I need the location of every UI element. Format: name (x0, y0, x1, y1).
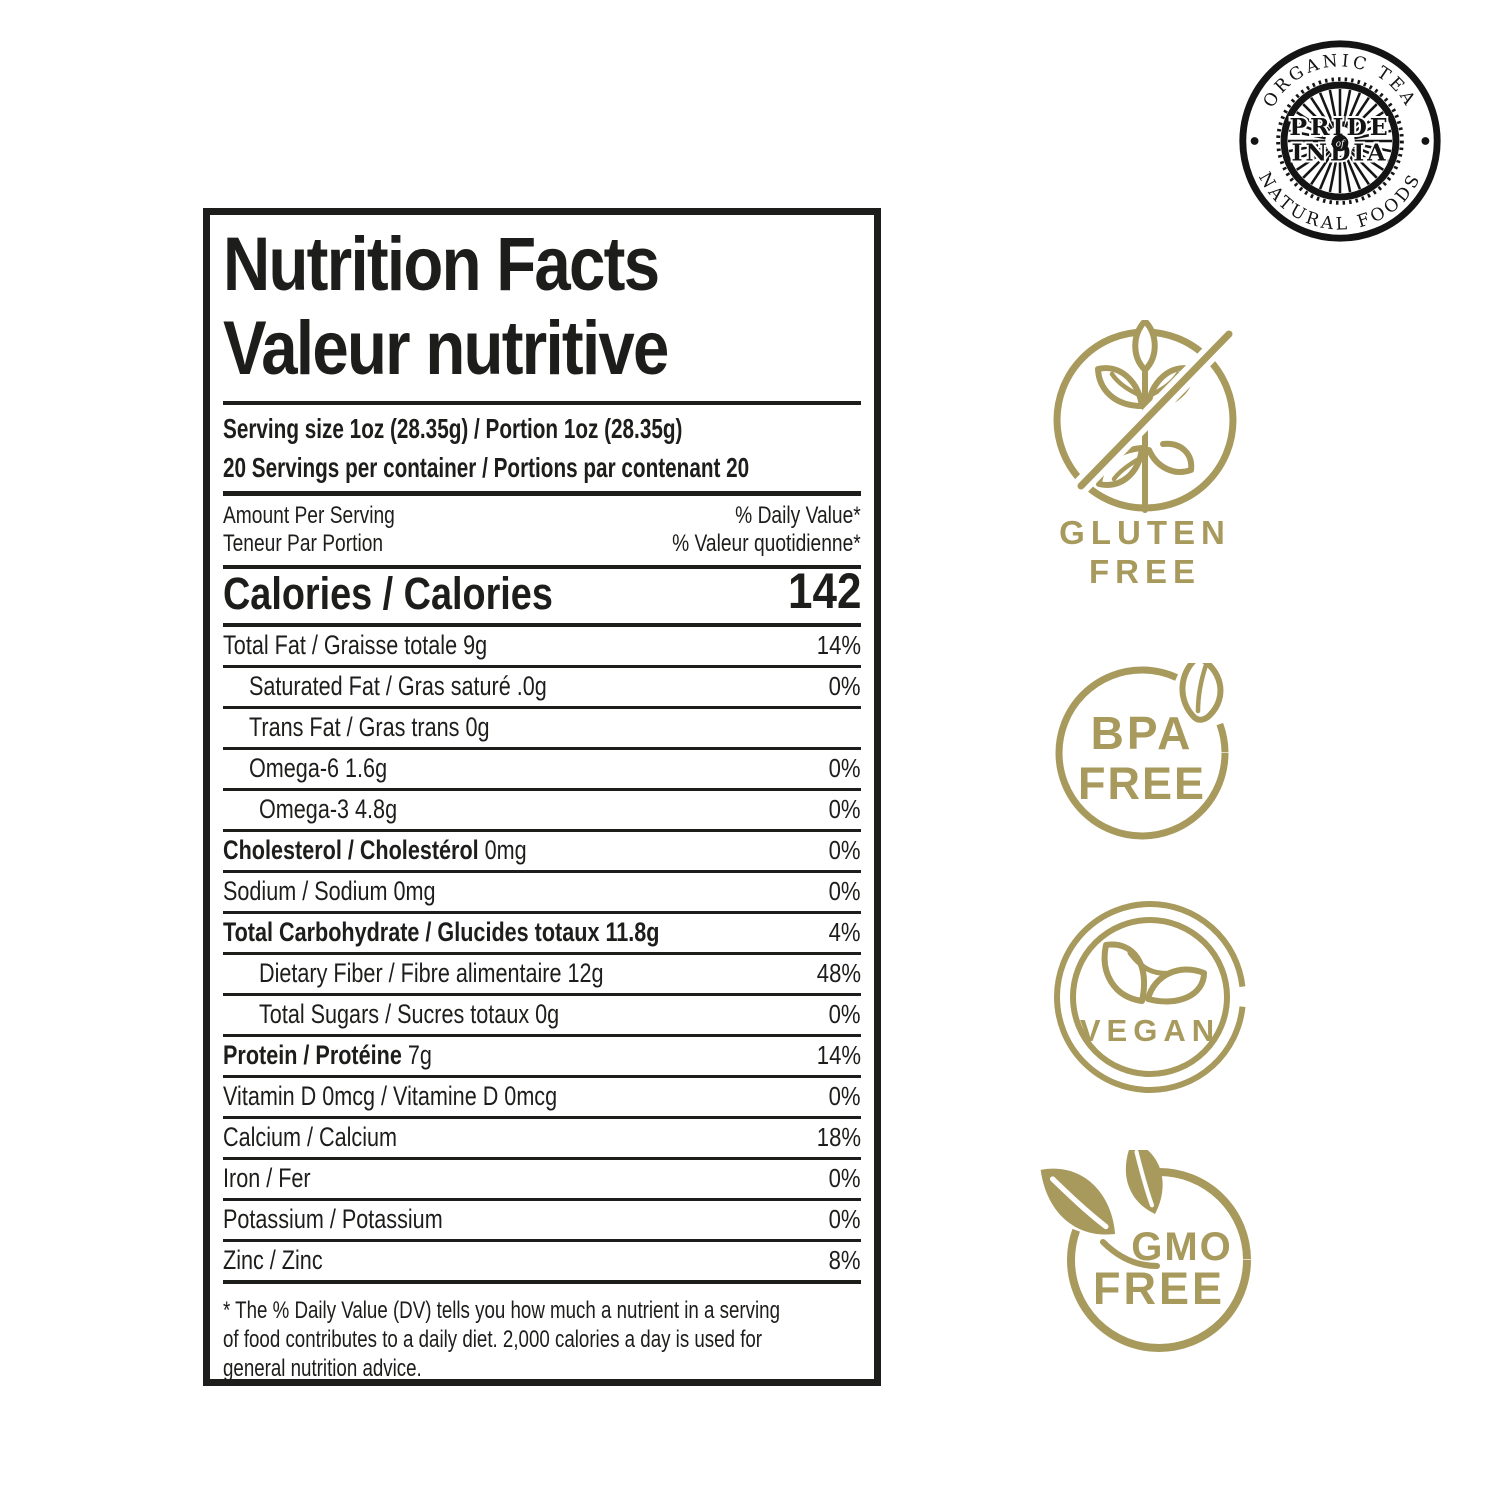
gmo-leaves-icon (1040, 1140, 1163, 1269)
serving-size: Serving size 1oz (28.35g) / Portion 1oz … (223, 413, 683, 444)
nutrient-row-dietary-fiber: Dietary Fiber / Fibre alimentaire 12g 48… (259, 958, 861, 988)
divider (223, 788, 861, 791)
dv-header-fr: % Valeur quotidienne* (672, 530, 861, 557)
nutrient-row-total-sugars: Total Sugars / Sucres totaux 0g 0% (259, 999, 861, 1029)
logo-word-of: of (1336, 139, 1346, 149)
badge-gmo-word1: GMO (1131, 1225, 1233, 1269)
pride-of-india-logo-icon: ORGANIC TEA NATURAL FOODS PRIDE INDIA of (1239, 40, 1441, 242)
badge-gluten-word2: FREE (1089, 553, 1201, 590)
dv-header-en: % Daily Value* (735, 502, 861, 529)
logo-inner-ring (1280, 81, 1400, 201)
logo-right-dot (1421, 137, 1430, 145)
nutrient-row-cholesterol: Cholesterol / Cholestérol 0mg 0% (223, 835, 861, 865)
badge-gluten-free: GLUTEN FREE (1045, 318, 1245, 620)
servings-per-container: 20 Servings per container / Portions par… (223, 452, 750, 483)
nutrient-row-saturated-fat: Saturated Fat / Gras saturé .0g 0% (249, 671, 861, 701)
calories-value: 142 (787, 563, 861, 619)
divider (223, 1034, 861, 1037)
divider (223, 623, 861, 627)
nutrient-row-zinc: Zinc / Zinc 8% (223, 1245, 861, 1275)
nutrient-row-potassium: Potassium / Potassium 0% (223, 1204, 861, 1234)
nutrient-row-protein: Protein / Protéine 7g 14% (223, 1040, 861, 1070)
divider (223, 952, 861, 955)
logo-word-pride: PRIDE (1289, 113, 1390, 141)
badge-vegan-word: VEGAN (1080, 1013, 1220, 1048)
divider (223, 565, 861, 569)
amount-header-fr: Teneur Par Portion (223, 530, 384, 557)
divider (223, 747, 861, 750)
nutrient-row-iron: Iron / Fer 0% (223, 1163, 861, 1193)
badge-bpa-word1: BPA (1091, 707, 1194, 759)
logo-of-dot (1331, 134, 1349, 152)
badge-circle (1055, 666, 1229, 840)
nutrient-row-calcium: Calcium / Calcium 18% (223, 1122, 861, 1152)
divider (223, 1280, 861, 1284)
divider (223, 870, 861, 873)
badge-bpa-word2: FREE (1078, 758, 1206, 809)
divider (223, 401, 861, 405)
nutrition-facts-label: Nutrition Facts Valeur nutritive Serving… (203, 208, 881, 1386)
column-headers: Amount Per Serving Teneur Par Portion % … (223, 496, 861, 565)
badge-outer-circle (1054, 901, 1246, 1093)
nutrient-row-trans-fat: Trans Fat / Gras trans 0g (249, 712, 490, 742)
label-title-fr: Valeur nutritive (223, 306, 669, 391)
divider (223, 1157, 861, 1160)
amount-header-en: Amount Per Serving (223, 502, 395, 529)
leaf-icon (1179, 654, 1224, 723)
badge-gmo-word2: FREE (1093, 1263, 1225, 1314)
badge-vegan: VEGAN (1050, 897, 1250, 1102)
logo-outer-ring (1239, 40, 1441, 242)
divider (223, 829, 861, 832)
divider (223, 706, 861, 709)
sunburst-rays-icon (1287, 88, 1393, 194)
nutrient-row-carbohydrate: Total Carbohydrate / Glucides totaux 11.… (223, 917, 861, 947)
nutrient-row-sodium: Sodium / Sodium 0mg 0% (223, 876, 861, 906)
calories-row: Calories / Calories 142 (223, 563, 861, 623)
badge-inner-circle (1070, 917, 1230, 1077)
divider (223, 491, 861, 496)
badge-bpa-free: BPA FREE (1052, 654, 1232, 848)
divider (223, 1116, 861, 1119)
divider (223, 1239, 861, 1242)
nutrient-row-total-fat: Total Fat / Graisse totale 9g 14% (223, 630, 861, 660)
calories-label: Calories / Calories (223, 568, 553, 619)
badge-gluten-word1: GLUTEN (1059, 514, 1231, 551)
no-slash-icon (1077, 330, 1233, 490)
daily-value-footnote: * The % Daily Value (DV) tells you how m… (223, 1297, 781, 1382)
divider (223, 1075, 861, 1078)
logo-left-dot (1250, 137, 1259, 145)
nutrient-row-vitamin-d: Vitamin D 0mcg / Vitamine D 0mcg 0% (223, 1081, 861, 1111)
vegan-leaves-icon (1101, 941, 1207, 1005)
brand-logo: ORGANIC TEA NATURAL FOODS PRIDE INDIA of (1232, 33, 1448, 249)
label-title-en: Nutrition Facts (223, 222, 660, 307)
logo-word-india: INDIA (1292, 139, 1389, 167)
nutrient-row-omega6: Omega-6 1.6g 0% (249, 753, 861, 783)
divider (223, 993, 861, 996)
nutrient-row-omega3: Omega-3 4.8g 0% (259, 794, 861, 824)
badge-gmo-free: GMO FREE (1034, 1140, 1264, 1375)
divider (223, 665, 861, 668)
divider (223, 1198, 861, 1201)
divider (223, 911, 861, 914)
